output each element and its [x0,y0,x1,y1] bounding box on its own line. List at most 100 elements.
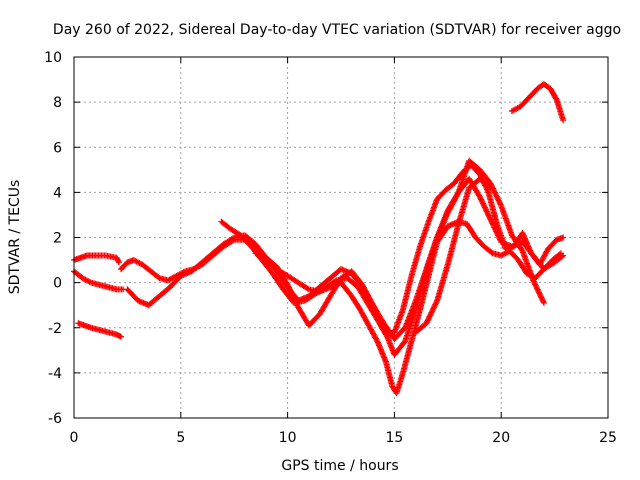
data-point [424,317,431,324]
data-point [486,183,493,190]
data-point [425,316,432,323]
y-tick-label: -2 [48,321,62,337]
data-point [490,223,497,230]
data-point [379,322,386,329]
x-tick-label: 5 [176,430,185,446]
series-trace-late-high [508,81,567,124]
data-point [494,194,501,201]
data-point [432,301,439,308]
y-axis-label: SDTVAR / TECUs [7,180,23,295]
data-point [430,305,437,312]
y-tick-label: -6 [48,411,62,427]
x-axis-label: GPS time / hours [281,458,398,474]
data-point [431,302,438,309]
data-point [540,298,547,305]
data-point [485,212,492,219]
data-point [377,318,384,325]
y-tick-label: 6 [53,140,62,156]
x-tick-label: 20 [492,430,510,446]
data-point [538,294,545,301]
data-point [370,302,377,309]
data-point [478,196,485,203]
data-points [71,81,567,397]
data-point [488,217,495,224]
data-point [290,293,297,300]
data-point [490,186,497,193]
data-point [155,274,162,281]
data-point [496,200,503,207]
data-point [537,291,544,298]
data-point [373,308,380,315]
data-point [375,314,382,321]
data-point [483,207,490,214]
series-trace-a [117,218,565,397]
data-point [560,252,567,259]
x-tick-label: 0 [70,430,79,446]
data-point [534,286,541,293]
data-point [292,297,299,304]
data-point [495,197,502,204]
series-trace-upper-left [71,252,122,266]
data-point [376,316,383,323]
data-point [373,336,380,343]
data-point [425,314,432,321]
data-point [374,311,381,318]
data-point [376,315,383,322]
data-point [539,297,546,304]
plot-frame [73,56,609,419]
x-tick-label: 15 [385,430,403,446]
data-point [287,287,294,294]
data-point [375,312,382,319]
data-point [484,187,491,194]
data-point [432,300,439,307]
data-point [476,192,483,199]
x-tick-label: 25 [599,430,617,446]
y-tick-label: 0 [53,276,62,292]
data-point [454,190,461,197]
data-point [491,188,498,195]
y-tick-label: 2 [53,231,62,247]
data-point [430,304,437,311]
data-point [380,323,387,330]
data-point [428,309,435,316]
data-point [429,308,436,315]
data-point [291,296,298,303]
data-point [560,234,567,241]
data-point [426,313,433,320]
data-point [535,289,542,296]
data-point [484,209,491,216]
series-trace-lower-left [75,320,124,340]
data-point [369,300,376,307]
data-point [531,280,538,287]
data-point [476,193,483,200]
data-point [479,200,486,207]
data-point [292,299,299,306]
data-point [423,320,430,327]
data-point [536,290,543,297]
data-point [288,289,295,296]
data-point [486,215,493,222]
data-point [518,246,525,253]
data-point [117,333,124,340]
data-point [530,277,537,284]
series-trace-c [218,162,567,338]
data-point [285,283,292,290]
data-point [294,301,301,308]
data-point [493,192,500,199]
data-point [558,253,565,260]
data-point [294,303,301,310]
data-point [533,284,540,291]
data-point [535,287,542,294]
y-tick-label: -4 [48,366,62,382]
data-point [478,197,485,204]
data-point [482,205,489,212]
data-point [560,117,567,124]
data-point [427,312,434,319]
series-trace-e [412,175,494,336]
data-point [480,201,487,208]
data-point [371,304,378,311]
data-point [477,195,484,202]
data-point [497,201,504,208]
data-point [481,204,488,211]
